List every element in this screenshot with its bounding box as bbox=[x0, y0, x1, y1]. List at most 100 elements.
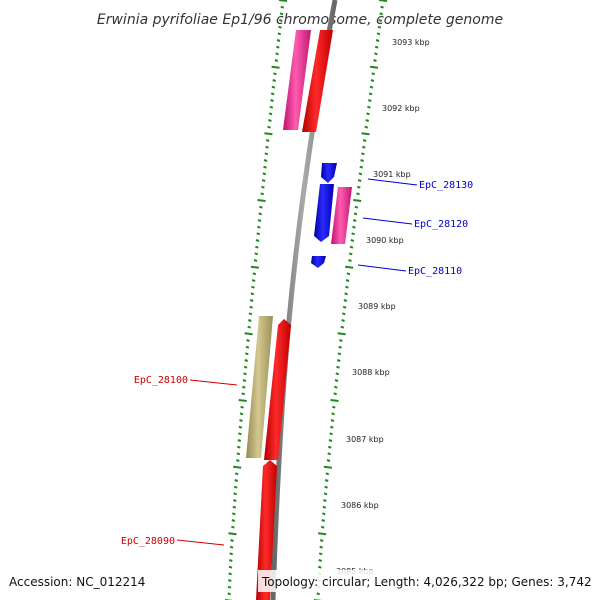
minor-tick bbox=[356, 185, 361, 189]
minor-tick bbox=[279, 12, 284, 16]
minor-tick bbox=[369, 85, 374, 89]
minor-tick bbox=[263, 159, 268, 162]
minor-tick bbox=[334, 379, 339, 382]
minor-tick bbox=[272, 79, 277, 82]
outer-tick-arc bbox=[225, 0, 288, 600]
minor-tick bbox=[317, 565, 322, 569]
minor-tick bbox=[239, 412, 244, 416]
leader-line bbox=[362, 217, 413, 225]
gene-label-epc-28090[interactable]: EpC_28090 bbox=[121, 536, 175, 547]
minor-tick bbox=[377, 25, 382, 29]
minor-tick bbox=[242, 379, 247, 382]
gene-label-epc-28100[interactable]: EpC_28100 bbox=[134, 375, 188, 386]
minor-tick bbox=[253, 259, 258, 262]
minor-tick bbox=[320, 525, 325, 529]
major-tick bbox=[271, 65, 280, 69]
major-tick bbox=[278, 0, 288, 2]
leader-line bbox=[189, 379, 238, 386]
minor-tick bbox=[337, 352, 342, 356]
leader-line bbox=[357, 264, 407, 272]
gene-pink-top bbox=[283, 30, 311, 130]
minor-tick bbox=[270, 92, 275, 96]
minor-tick bbox=[345, 285, 349, 289]
minor-tick bbox=[237, 439, 242, 442]
minor-tick bbox=[364, 125, 369, 129]
minor-tick bbox=[271, 85, 276, 89]
minor-tick bbox=[336, 359, 341, 362]
minor-tick bbox=[239, 419, 243, 422]
gene-label-epc-28130[interactable]: EpC_28130 bbox=[419, 180, 473, 191]
minor-tick bbox=[277, 32, 282, 36]
minor-tick bbox=[318, 552, 323, 556]
minor-tick bbox=[256, 225, 261, 229]
minor-tick bbox=[276, 39, 281, 42]
tick-label: 3086 kbp bbox=[341, 501, 379, 510]
minor-tick bbox=[367, 105, 371, 109]
minor-tick bbox=[350, 239, 355, 242]
minor-tick bbox=[245, 345, 250, 349]
minor-tick bbox=[329, 425, 334, 429]
minor-tick bbox=[342, 305, 347, 309]
minor-tick bbox=[348, 252, 353, 256]
minor-tick bbox=[346, 272, 351, 276]
minor-tick bbox=[231, 512, 236, 516]
gene-red-mid bbox=[264, 319, 291, 460]
gene-label-epc-28110[interactable]: EpC_28110 bbox=[408, 266, 462, 277]
major-tick bbox=[337, 332, 346, 336]
minor-tick bbox=[319, 545, 324, 549]
minor-tick bbox=[247, 325, 252, 329]
gene-label-epc-28120[interactable]: EpC_28120 bbox=[414, 219, 468, 230]
minor-tick bbox=[254, 252, 259, 256]
minor-tick bbox=[333, 385, 338, 389]
minor-tick bbox=[265, 145, 269, 149]
minor-tick bbox=[379, 12, 384, 16]
minor-tick bbox=[362, 139, 367, 142]
minor-tick bbox=[265, 139, 270, 142]
minor-tick bbox=[370, 79, 375, 82]
minor-tick bbox=[259, 205, 263, 209]
minor-tick bbox=[341, 319, 345, 322]
minor-tick bbox=[273, 72, 277, 76]
minor-tick bbox=[357, 179, 362, 182]
minor-tick bbox=[255, 245, 259, 249]
minor-tick bbox=[336, 365, 340, 369]
major-tick bbox=[233, 465, 242, 469]
minor-tick bbox=[351, 232, 355, 236]
leader-line bbox=[367, 178, 418, 186]
minor-tick bbox=[324, 479, 329, 482]
minor-tick bbox=[235, 459, 240, 462]
map-title: Erwinia pyrifoliae Ep1/96 chromosome, co… bbox=[97, 12, 503, 28]
minor-tick bbox=[349, 245, 354, 249]
tick-label: 3087 kbp bbox=[346, 435, 384, 444]
chromosome-backbone bbox=[270, 0, 338, 600]
minor-tick bbox=[278, 25, 282, 29]
minor-tick bbox=[375, 39, 380, 42]
major-tick bbox=[257, 199, 266, 202]
minor-tick bbox=[257, 219, 262, 222]
minor-tick bbox=[328, 439, 333, 442]
minor-tick bbox=[243, 365, 248, 369]
minor-tick bbox=[229, 552, 234, 556]
minor-tick bbox=[268, 119, 272, 122]
minor-tick bbox=[325, 472, 330, 476]
minor-tick bbox=[361, 145, 366, 149]
minor-tick bbox=[244, 359, 249, 362]
gene-blue-mid bbox=[314, 184, 334, 242]
minor-tick bbox=[324, 485, 328, 489]
minor-tick bbox=[228, 572, 232, 576]
minor-tick bbox=[358, 172, 363, 176]
minor-tick bbox=[264, 152, 269, 156]
minor-tick bbox=[321, 512, 326, 516]
minor-tick bbox=[341, 312, 346, 316]
gene-red-top bbox=[302, 30, 333, 132]
minor-tick bbox=[374, 45, 379, 49]
tick-label: 3088 kbp bbox=[352, 368, 390, 377]
minor-tick bbox=[260, 192, 265, 196]
gene-labels: EpC_28130 EpC_28120 EpC_28110 EpC_28100 … bbox=[121, 178, 473, 547]
minor-tick bbox=[250, 292, 255, 296]
leader-line bbox=[176, 539, 225, 546]
minor-tick bbox=[365, 119, 370, 122]
minor-tick bbox=[316, 592, 321, 596]
minor-tick bbox=[280, 5, 285, 9]
